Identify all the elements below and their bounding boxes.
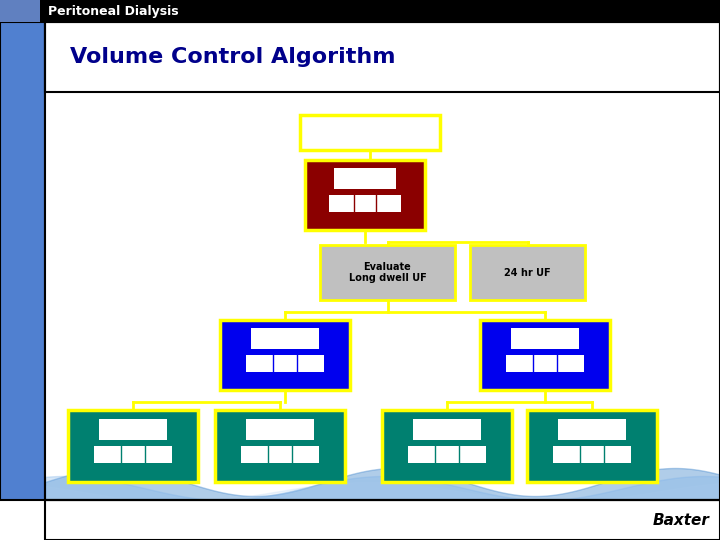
Bar	[251, 328, 319, 349]
Bar	[45, 500, 720, 540]
Bar	[558, 418, 626, 440]
Text: 24 hr UF: 24 hr UF	[504, 267, 551, 278]
Bar	[408, 446, 486, 463]
Bar	[300, 115, 440, 150]
Bar	[0, 0, 720, 22]
Bar	[0, 0, 40, 22]
Text: Baxter: Baxter	[653, 513, 710, 528]
Bar	[305, 160, 425, 230]
Bar	[94, 446, 172, 463]
Bar	[320, 245, 455, 300]
Bar	[220, 320, 350, 390]
Bar	[0, 22, 45, 500]
Bar	[241, 446, 319, 463]
Bar	[215, 410, 345, 482]
Bar	[413, 418, 481, 440]
Text: Evaluate
Long dwell UF: Evaluate Long dwell UF	[348, 262, 426, 284]
Bar	[553, 446, 631, 463]
Bar	[246, 418, 314, 440]
Bar	[246, 355, 324, 372]
Bar	[45, 22, 720, 92]
Text: Peritoneal Dialysis: Peritoneal Dialysis	[48, 4, 179, 17]
Bar	[506, 355, 584, 372]
Bar	[68, 410, 198, 482]
Bar	[470, 245, 585, 300]
Bar	[334, 168, 396, 190]
Text: Volume Control Algorithm: Volume Control Algorithm	[70, 47, 395, 67]
Bar	[99, 418, 167, 440]
Bar	[511, 328, 579, 349]
Bar	[382, 410, 512, 482]
Bar	[45, 92, 720, 478]
Bar	[45, 22, 720, 500]
Bar	[329, 195, 401, 212]
Bar	[527, 410, 657, 482]
Bar	[480, 320, 610, 390]
